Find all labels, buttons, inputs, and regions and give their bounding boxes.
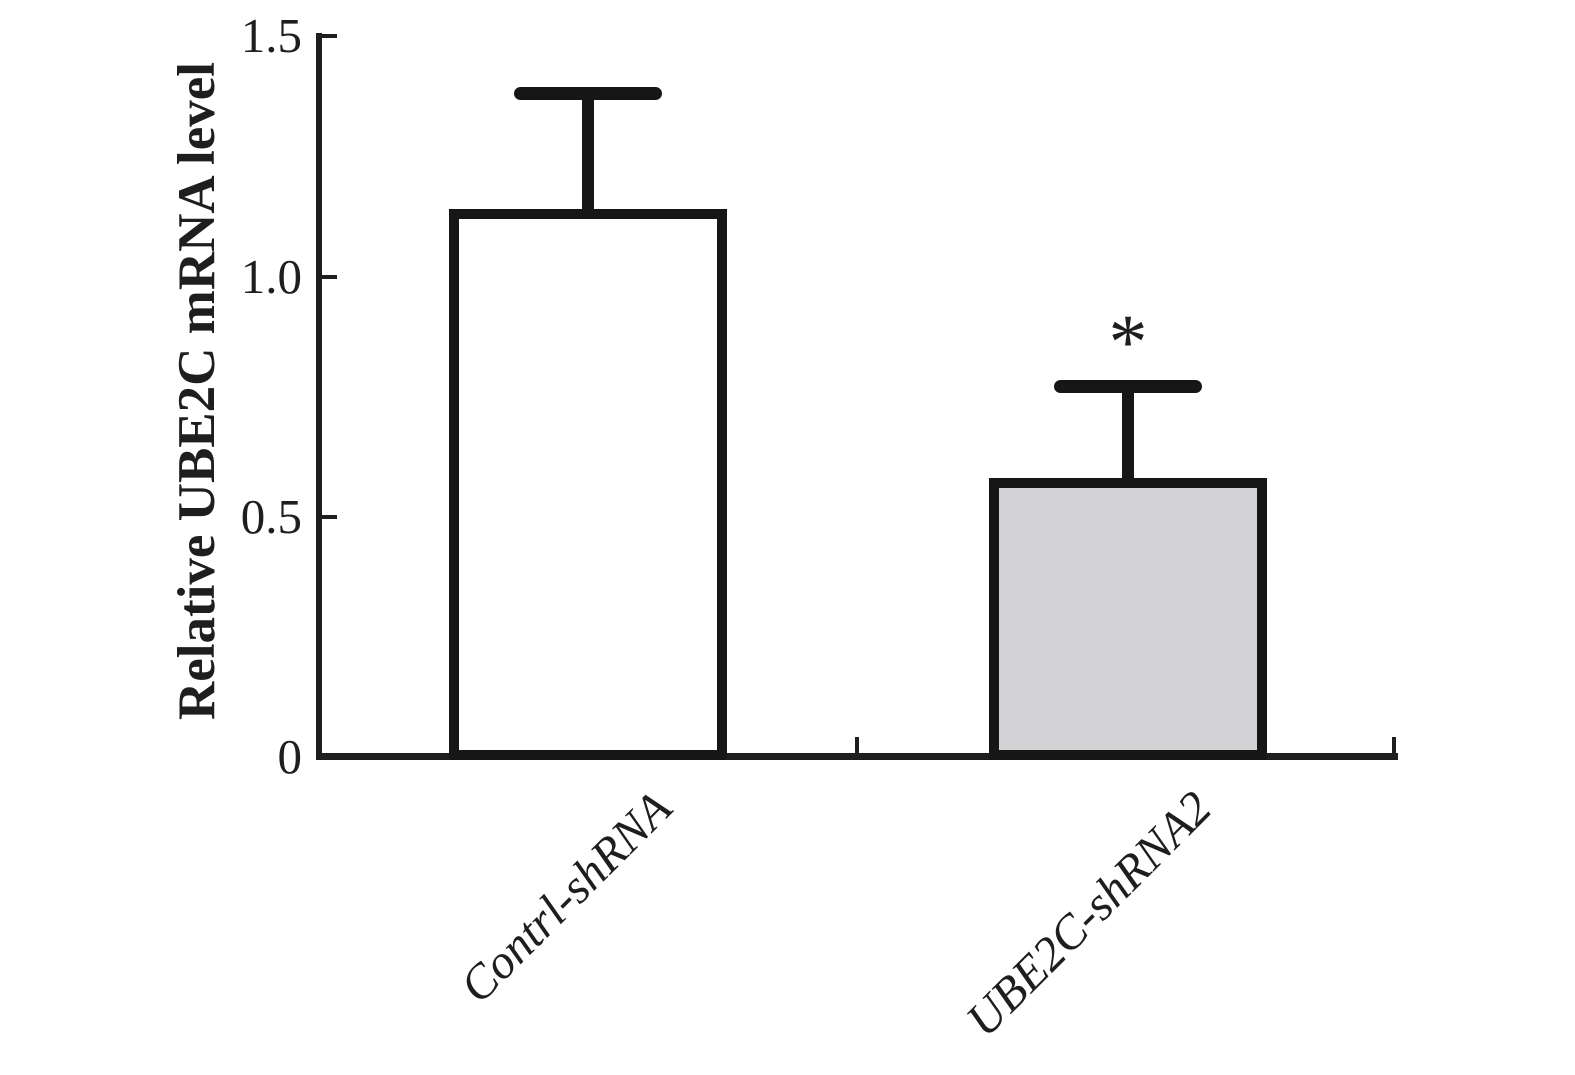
y-tick-0.5	[322, 515, 337, 519]
y-tick-1.5	[322, 34, 337, 38]
error-bar-cap	[514, 87, 662, 101]
error-bar-cap	[1054, 380, 1202, 394]
y-axis-title: Relative UBE2C mRNA level	[168, 62, 226, 720]
y-tick-label-1.0: 1.0	[240, 249, 302, 304]
y-tick-label-0.5: 0.5	[240, 489, 302, 544]
x-tick-axis-end	[1392, 737, 1396, 753]
error-bar-stem	[1122, 386, 1134, 483]
x-category-label-contrl-shrna: Contrl-shRNA	[450, 781, 682, 1014]
x-tick-category-boundary	[855, 737, 859, 753]
significance-asterisk: *	[1108, 297, 1148, 385]
y-axis-line	[316, 33, 322, 760]
y-tick-label-0: 0	[277, 729, 303, 784]
y-tick-label-1.5: 1.5	[240, 8, 302, 63]
bar-contrl-shrna	[449, 208, 727, 760]
x-axis-line	[316, 753, 1398, 760]
error-bar-stem	[582, 93, 594, 214]
y-tick-1.0	[322, 275, 337, 279]
bar-ube2c-shrna2	[989, 478, 1267, 760]
x-category-label-ube2c-shrna2: UBE2C-shRNA2	[956, 781, 1222, 1047]
